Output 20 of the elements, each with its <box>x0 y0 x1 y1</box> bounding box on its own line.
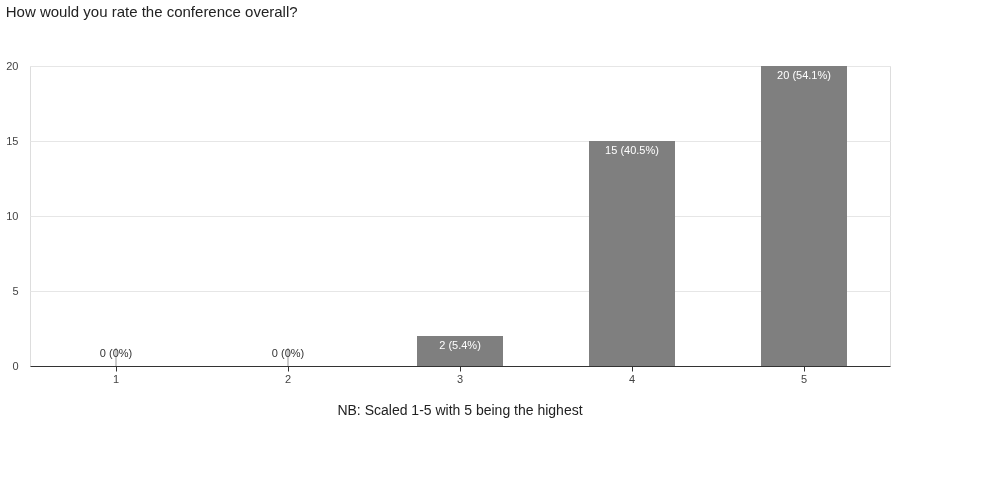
bar <box>589 141 675 366</box>
bar <box>761 66 847 366</box>
text: NB: Scaled 1-5 with 5 being the highest <box>337 402 583 418</box>
y-tick-label: 10 <box>6 209 19 222</box>
data-label: 2 (5.4%) <box>439 339 481 351</box>
chart-title: How would you rate the conference overall? <box>5 3 298 20</box>
y-tick-label: 5 <box>12 284 19 297</box>
x-tick-label: 2 <box>284 372 292 385</box>
data-label: 0 (0%) <box>99 347 133 359</box>
x-tick-label: 3 <box>456 372 464 385</box>
x-tick-label: 5 <box>800 372 808 385</box>
data-label: 20 (54.1%) <box>777 69 831 81</box>
bar <box>417 336 503 366</box>
data-label: 15 (40.5%) <box>605 144 659 156</box>
y-tick-label: 15 <box>6 134 19 147</box>
x-tick-label: 1 <box>112 372 120 385</box>
x-tick-label: 4 <box>628 372 636 385</box>
data-label: 0 (0%) <box>271 347 305 359</box>
y-tick-label: 20 <box>6 59 19 72</box>
y-tick-label: 0 <box>12 359 19 372</box>
